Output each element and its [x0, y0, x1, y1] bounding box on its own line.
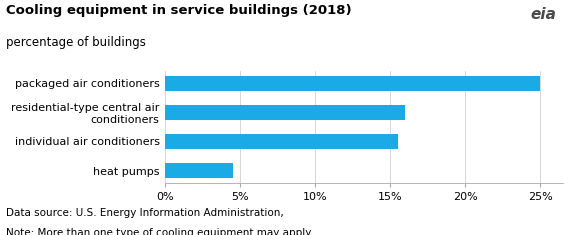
Bar	[165, 134, 398, 149]
Text: percentage of buildings: percentage of buildings	[6, 36, 146, 49]
Text: Cooling equipment in service buildings (2018): Cooling equipment in service buildings (…	[6, 4, 351, 16]
Text: Note: More than one type of cooling equipment may apply.: Note: More than one type of cooling equi…	[6, 228, 313, 235]
Bar	[165, 76, 540, 91]
Text: eia: eia	[531, 7, 557, 22]
Bar	[165, 163, 233, 178]
Text: Data source: U.S. Energy Information Administration,: Data source: U.S. Energy Information Adm…	[6, 208, 287, 218]
Bar	[165, 105, 405, 120]
